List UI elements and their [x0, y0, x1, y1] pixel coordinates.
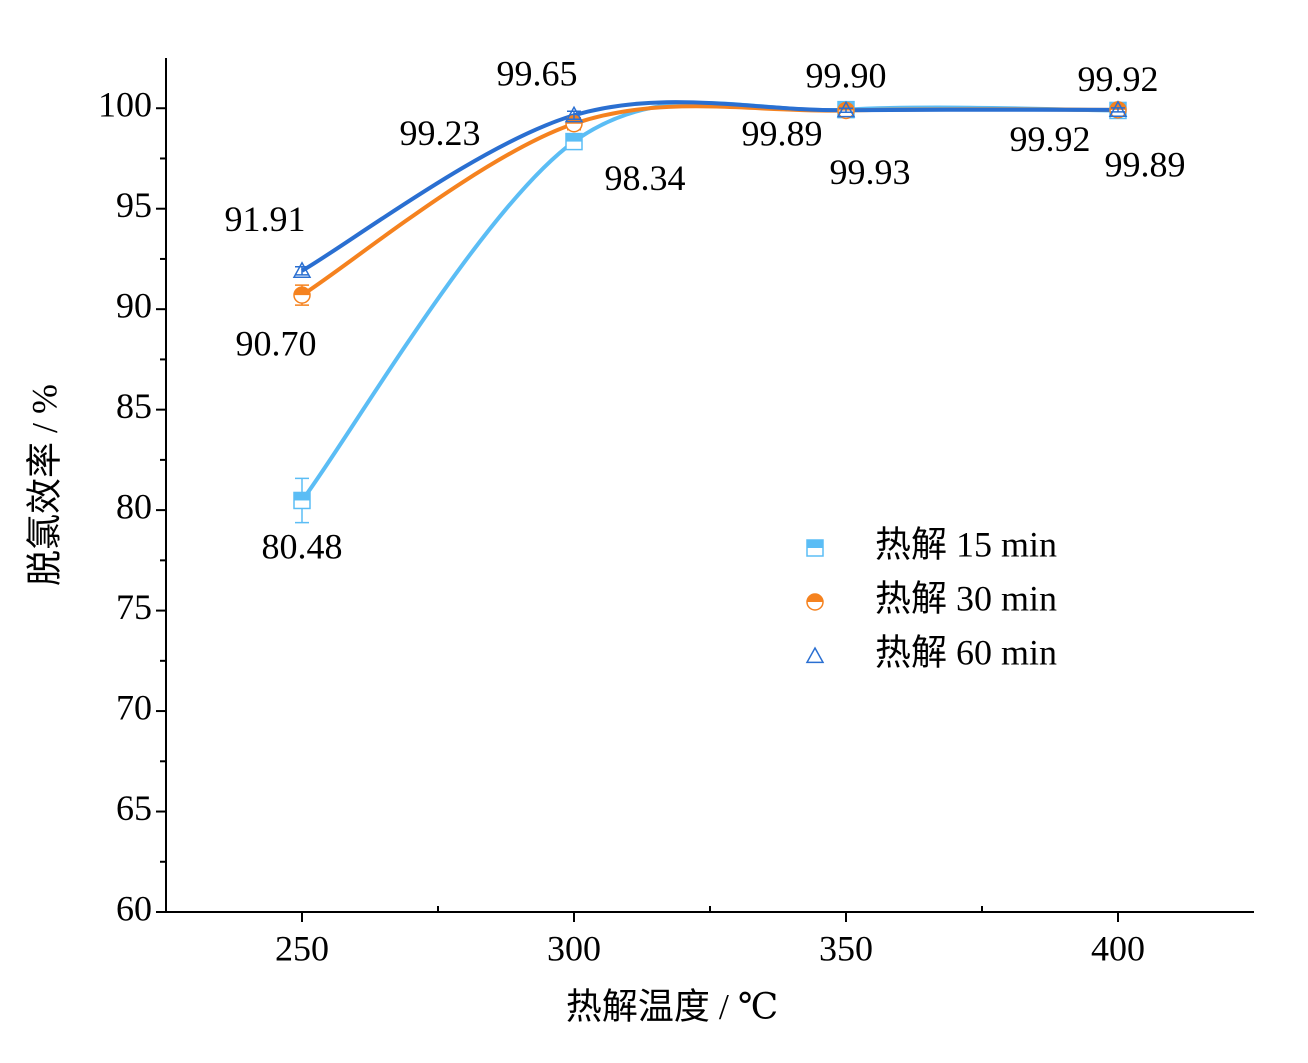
x-axis-title: 热解温度 / ℃	[566, 986, 778, 1026]
marker	[565, 132, 583, 151]
x-tick-label: 250	[275, 928, 329, 968]
data-label: 80.48	[262, 527, 343, 567]
data-label: 99.89	[742, 114, 823, 154]
error-bar	[839, 107, 853, 114]
series-line	[300, 101, 1119, 502]
x-tick-label: 400	[1091, 928, 1145, 968]
y-tick-label: 95	[116, 185, 152, 225]
error-bar	[1111, 107, 1125, 113]
marker-part	[566, 133, 582, 142]
error-bar	[295, 266, 309, 276]
series-line	[301, 100, 1119, 273]
y-axis-title: 脱氯效率 / %	[24, 384, 64, 586]
y-tick-label: 100	[98, 85, 152, 125]
x-tick-label: 300	[547, 928, 601, 968]
data-label: 90.70	[236, 323, 317, 363]
y-tick-label: 70	[116, 687, 152, 727]
marker	[564, 105, 584, 123]
data-label: 98.34	[605, 158, 686, 198]
y-tick-label: 65	[116, 788, 152, 828]
y-tick-label: 75	[116, 587, 152, 627]
data-label: 99.23	[400, 113, 481, 153]
marker	[293, 491, 311, 510]
marker	[806, 539, 824, 557]
y-tick-label: 60	[116, 888, 152, 928]
y-tick-label: 90	[116, 285, 152, 325]
marker	[1108, 100, 1128, 117]
marker	[292, 261, 312, 278]
y-tick-label: 85	[116, 386, 152, 426]
legend-label: 热解 30 min	[875, 578, 1057, 618]
x-tick-label: 350	[819, 928, 873, 968]
data-label: 99.90	[806, 56, 887, 96]
marker	[806, 593, 824, 611]
legend-label: 热解 60 min	[875, 632, 1057, 672]
data-label: 99.89	[1105, 145, 1186, 185]
marker	[805, 646, 825, 664]
marker-part	[294, 492, 310, 501]
y-tick-label: 80	[116, 486, 152, 526]
data-label: 99.65	[497, 54, 578, 94]
marker-part	[807, 540, 823, 548]
marker-part	[294, 287, 310, 296]
data-label: 99.93	[830, 152, 911, 192]
marker	[836, 100, 856, 118]
data-label: 91.91	[225, 199, 306, 239]
data-label: 99.92	[1078, 59, 1159, 99]
error-bar	[567, 110, 581, 121]
data-label: 99.92	[1010, 119, 1091, 159]
axis-line	[165, 58, 1254, 913]
marker-part	[807, 594, 823, 602]
marker	[293, 286, 311, 304]
legend-label: 热解 15 min	[875, 524, 1057, 564]
